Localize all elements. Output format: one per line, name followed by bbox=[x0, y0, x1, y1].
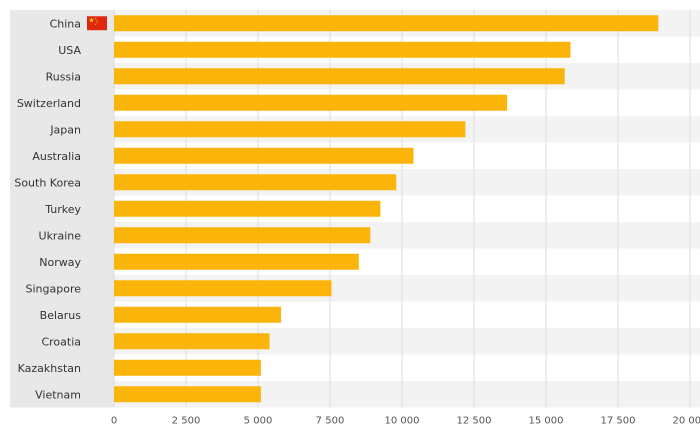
bar-switzerland bbox=[114, 94, 508, 111]
bar-belarus bbox=[114, 306, 282, 323]
label-stripe bbox=[10, 195, 114, 222]
flag-star bbox=[89, 17, 94, 23]
flag-star bbox=[96, 21, 98, 24]
x-tick-label: 10 000 bbox=[385, 416, 420, 427]
bar-russia bbox=[114, 68, 565, 85]
category-label: Japan bbox=[49, 123, 81, 136]
category-label: Vietnam bbox=[35, 388, 81, 401]
label-stripe bbox=[10, 89, 114, 116]
category-label: Singapore bbox=[26, 282, 82, 295]
bar-usa bbox=[114, 41, 571, 58]
bar-japan bbox=[114, 121, 466, 138]
bar-kazakhstan bbox=[114, 359, 261, 376]
x-tick-label: 2 500 bbox=[172, 416, 201, 427]
bar-vietnam bbox=[114, 386, 261, 403]
bar-china bbox=[114, 15, 659, 32]
bars bbox=[114, 15, 659, 403]
category-label: Norway bbox=[39, 256, 81, 269]
bar-australia bbox=[114, 147, 414, 164]
flag-star bbox=[96, 19, 98, 21]
category-label: USA bbox=[58, 44, 81, 57]
bar-ukraine bbox=[114, 227, 371, 244]
x-tick-label: 7 500 bbox=[316, 416, 345, 427]
x-tick-label: 0 bbox=[111, 416, 117, 427]
category-label: China bbox=[50, 17, 81, 30]
flag-field bbox=[87, 16, 107, 31]
label-stripe bbox=[10, 63, 114, 90]
category-label: Belarus bbox=[40, 309, 82, 322]
category-label: Croatia bbox=[41, 335, 81, 348]
category-label: Switzerland bbox=[17, 97, 81, 110]
label-stripe bbox=[10, 116, 114, 143]
bar-south-korea bbox=[114, 174, 397, 191]
label-stripe bbox=[10, 328, 114, 355]
label-stripe bbox=[10, 275, 114, 302]
label-stripe bbox=[10, 142, 114, 169]
category-label: Ukraine bbox=[39, 229, 82, 242]
label-stripe bbox=[10, 301, 114, 328]
china-flag-icon bbox=[87, 16, 107, 31]
x-tick-label: 15 000 bbox=[529, 416, 564, 427]
label-stripe bbox=[10, 169, 114, 196]
category-label: Kazakhstan bbox=[18, 362, 81, 375]
label-stripe bbox=[10, 222, 114, 249]
category-label: Australia bbox=[32, 150, 81, 163]
label-stripe bbox=[10, 248, 114, 275]
category-labels: China USA Russia Switzerland Japan Australia S… bbox=[14, 17, 81, 401]
category-label: Turkey bbox=[44, 203, 81, 216]
row-stripes bbox=[10, 10, 700, 408]
flag-star bbox=[94, 23, 97, 25]
x-tick-label: 12 500 bbox=[457, 416, 492, 427]
label-stripe bbox=[10, 381, 114, 408]
flag-star bbox=[94, 17, 97, 19]
label-stripe bbox=[10, 36, 114, 63]
label-stripe bbox=[10, 354, 114, 381]
bar-turkey bbox=[114, 200, 381, 217]
x-tick-label: 5 000 bbox=[244, 416, 273, 427]
category-label: Russia bbox=[46, 70, 81, 83]
bar-singapore bbox=[114, 280, 332, 297]
x-tick-label: 20 000 bbox=[673, 416, 700, 427]
bar-norway bbox=[114, 253, 359, 270]
category-label: South Korea bbox=[14, 176, 81, 189]
x-axis-tick-labels: 0 2 500 5 000 7 500 10 000 12 500 15 000 17 500… bbox=[111, 416, 700, 427]
x-tick-label: 17 500 bbox=[601, 416, 636, 427]
bar-croatia bbox=[114, 333, 270, 350]
